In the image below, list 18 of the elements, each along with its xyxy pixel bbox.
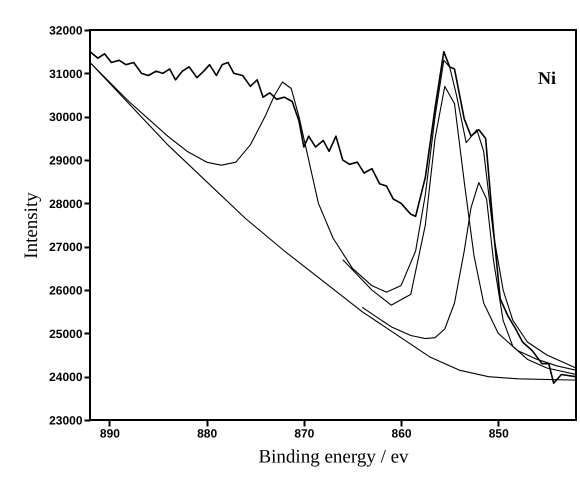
x-tick-label: 880 (197, 426, 218, 440)
annotation: Ni (538, 68, 556, 88)
y-tick-label: 32000 (49, 24, 83, 38)
x-tick-label: 890 (100, 426, 120, 440)
y-axis-title: Intensity (21, 192, 42, 259)
y-tick-label: 31000 (49, 66, 83, 81)
y-tick-label: 27000 (49, 240, 83, 254)
y-tick-label: 30000 (49, 110, 83, 124)
x-tick-label: 860 (392, 426, 412, 440)
x-tick-label: 870 (294, 426, 315, 440)
y-tick-label: 26000 (49, 284, 83, 298)
y-tick-label: 25000 (49, 326, 83, 341)
y-tick-label: 24000 (49, 370, 83, 384)
y-tick-label: 29000 (49, 154, 83, 168)
y-tick-label: 23000 (49, 414, 83, 428)
x-tick-label: 850 (488, 426, 510, 440)
y-tick-label: 28000 (49, 196, 83, 211)
x-axis-title: Binding energy / ev (258, 446, 410, 468)
